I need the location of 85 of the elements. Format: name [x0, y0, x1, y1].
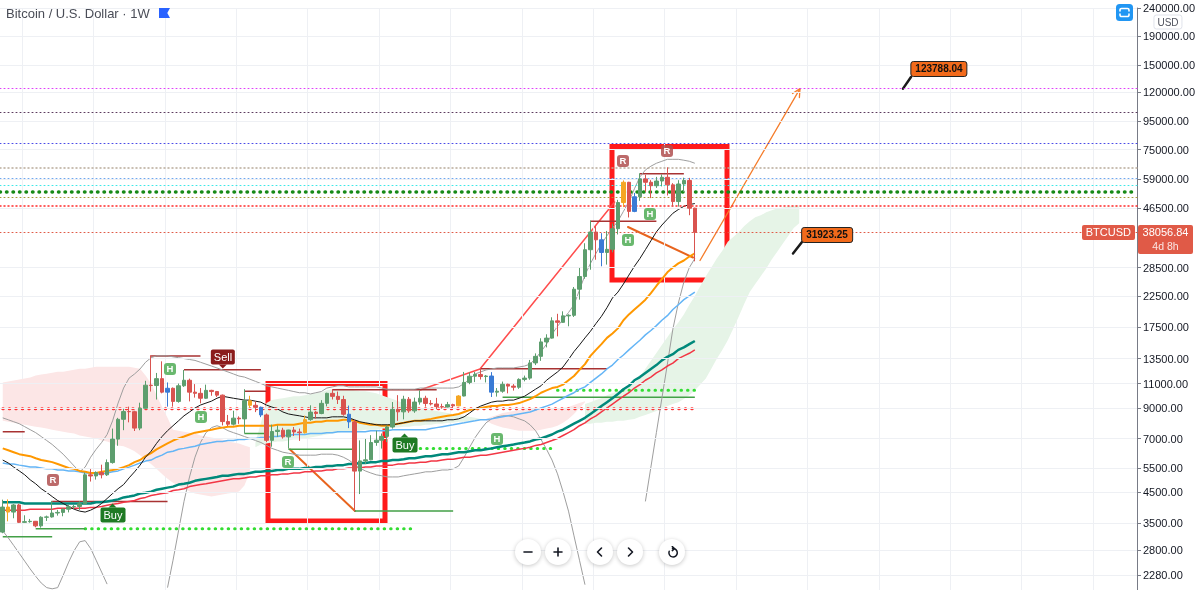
y-tick-label: 11000.00: [1143, 377, 1189, 390]
candlestick: [94, 470, 98, 481]
candlestick: [160, 360, 164, 394]
line-series: [2, 158, 696, 473]
annotation: R: [282, 455, 294, 468]
candlestick: [632, 192, 637, 213]
candlestick: [489, 371, 494, 398]
y-tick-label: 5500.00: [1143, 461, 1183, 474]
candlestick: [11, 503, 16, 519]
annotation: H: [644, 207, 656, 220]
candlestick: [6, 498, 10, 522]
candlestick: [303, 415, 307, 434]
annotation: R: [47, 474, 59, 486]
y-tick-label: 4500.00: [1143, 486, 1183, 499]
candlestick: [286, 429, 291, 450]
candlestick: [456, 394, 461, 407]
annotation: Buy: [392, 437, 418, 453]
candlestick: [33, 520, 38, 528]
annotation: H: [622, 234, 634, 246]
annotation: BTCUSD: [1081, 224, 1135, 240]
text: USD: [1153, 14, 1183, 30]
candlestick: [478, 367, 483, 381]
candlestick: [242, 388, 247, 434]
candlestick: [259, 406, 263, 418]
y-tick-label: 59000.00: [1143, 172, 1189, 185]
annotation: H: [195, 411, 207, 423]
annotation: H: [491, 432, 503, 445]
candlestick: [314, 410, 318, 420]
text: 4d 8h: [1138, 239, 1193, 254]
ref-line-label: 38056.84: [1138, 224, 1193, 240]
annotation: R: [661, 144, 673, 157]
candlestick: [99, 464, 104, 479]
candlestick: [445, 401, 450, 408]
line-series: [1, 252, 696, 474]
candlestick: [396, 394, 400, 422]
annotation: H: [164, 363, 176, 375]
candlestick: [253, 400, 258, 413]
y-tick-label: 75000.00: [1143, 143, 1189, 156]
candlestick: [248, 395, 252, 409]
candlestick: [347, 405, 351, 429]
candlestick: [555, 313, 560, 337]
y-tick-label: 150000.00: [1143, 59, 1195, 72]
candlestick: [154, 372, 159, 400]
annotation: Sell: [210, 349, 236, 365]
candlestick: [149, 354, 153, 393]
candlestick: [621, 179, 626, 208]
y-tick-label: 46500.00: [1143, 201, 1189, 214]
candlestick: [264, 413, 269, 443]
candlestick: [88, 468, 93, 483]
y-tick-label: 240000.00: [1143, 2, 1195, 14]
y-tick-label: 2280.00: [1143, 569, 1183, 582]
candlestick: [638, 172, 642, 202]
candlestick: [281, 427, 285, 440]
candlestick: [0, 499, 5, 534]
candlestick: [165, 381, 170, 408]
line-series: [2, 291, 696, 475]
candlestick: [308, 404, 313, 422]
candlestick: [401, 395, 406, 420]
annotation: R: [617, 154, 629, 167]
annotation: 123788.04: [910, 61, 968, 77]
y-tick-label: 7000.00: [1143, 432, 1183, 445]
candlestick: [17, 503, 21, 524]
annotation: Buy: [100, 507, 126, 523]
y-tick-label: 9000.00: [1143, 401, 1183, 414]
candlestick: [451, 403, 455, 409]
candlestick: [204, 384, 208, 400]
y-tick-label: 3500.00: [1143, 517, 1183, 530]
y-tick-label: 190000.00: [1143, 30, 1195, 43]
candlestick: [171, 386, 175, 408]
chart-title: Bitcoin / U.S. Dollar · 1W: [6, 5, 150, 21]
y-tick-label: 2800.00: [1143, 544, 1183, 557]
candlestick: [237, 415, 241, 425]
candlestick: [231, 410, 236, 426]
annotation: 31923.25: [801, 227, 853, 243]
y-tick-label: 13500.00: [1143, 352, 1189, 365]
y-tick-label: 28500.00: [1143, 261, 1189, 274]
y-tick-label: 17500.00: [1143, 320, 1189, 333]
y-tick-label: 95000.00: [1143, 114, 1189, 127]
candlestick: [627, 181, 631, 218]
y-tick-label: 22500.00: [1143, 290, 1189, 303]
candlestick: [599, 232, 604, 267]
candlestick: [407, 396, 411, 414]
y-tick-label: 120000.00: [1143, 86, 1195, 99]
candlestick: [352, 419, 357, 512]
candlestick: [484, 374, 488, 383]
